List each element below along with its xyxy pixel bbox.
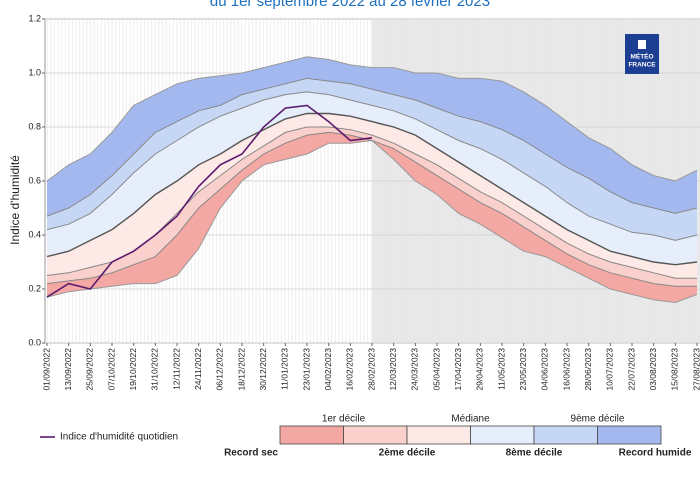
decile-line bbox=[46, 131, 697, 287]
y-axis-label: Indice d'humidité bbox=[8, 155, 22, 245]
x-tick-label: 30/12/2022 bbox=[258, 348, 268, 391]
x-tick-label: 16/02/2023 bbox=[345, 348, 355, 391]
y-tick-label: 0.6 bbox=[28, 175, 41, 185]
plot-area bbox=[44, 18, 700, 344]
logo: MÉTÉO FRANCE bbox=[625, 34, 659, 74]
legend-box bbox=[279, 425, 344, 445]
y-tick-label: 0.8 bbox=[28, 121, 41, 131]
decile-line bbox=[46, 56, 698, 182]
x-tick-label: 18/12/2022 bbox=[236, 348, 246, 391]
x-tick-label: 07/10/2022 bbox=[106, 348, 116, 391]
legend-label: Record humide bbox=[619, 448, 692, 459]
logo-icon bbox=[638, 40, 646, 49]
x-tick-label: 04/06/2023 bbox=[540, 348, 550, 391]
decile-line bbox=[46, 112, 698, 266]
x-tick-label: 19/10/2022 bbox=[128, 348, 138, 391]
legend-box bbox=[470, 425, 535, 445]
y-tick-label: 0.0 bbox=[28, 337, 41, 347]
daily-line bbox=[46, 104, 373, 298]
logo-text: FRANCE bbox=[628, 62, 656, 69]
legend-label: Record sec bbox=[224, 448, 278, 459]
band bbox=[47, 132, 697, 303]
band bbox=[47, 78, 697, 241]
legend-label: 2ème décile bbox=[379, 448, 436, 459]
x-tick-label: 27/08/2023 bbox=[691, 348, 700, 391]
x-tick-label: 22/07/2023 bbox=[626, 348, 636, 391]
legend-label: Médiane bbox=[451, 414, 490, 425]
x-tick-label: 11/05/2023 bbox=[496, 348, 506, 390]
legend-box bbox=[533, 425, 598, 445]
x-tick-label: 12/03/2023 bbox=[388, 348, 398, 391]
decile-line bbox=[46, 77, 698, 217]
x-tick-label: 23/01/2023 bbox=[301, 348, 311, 391]
band bbox=[47, 56, 697, 217]
decile-line bbox=[46, 91, 698, 241]
band bbox=[47, 127, 697, 287]
x-tick-label: 06/12/2022 bbox=[215, 348, 225, 391]
logo-text: MÉTÉO bbox=[630, 52, 653, 61]
chart-title: du 1er septembre 2022 au 28 février 2023 bbox=[210, 0, 490, 10]
legend-label: Indice d'humidité quotidien bbox=[60, 432, 178, 443]
x-tick-label: 28/02/2023 bbox=[366, 348, 376, 391]
x-tick-label: 03/08/2023 bbox=[648, 348, 658, 391]
y-tick-label: 1.2 bbox=[28, 13, 41, 23]
x-tick-label: 10/07/2023 bbox=[605, 348, 615, 391]
x-tick-label: 12/11/2022 bbox=[171, 348, 181, 390]
x-tick-label: 23/05/2023 bbox=[518, 348, 528, 391]
x-tick-label: 24/11/2022 bbox=[193, 348, 203, 390]
legend-box bbox=[343, 425, 408, 445]
x-tick-label: 15/08/2023 bbox=[670, 348, 680, 391]
x-tick-label: 04/02/2023 bbox=[323, 348, 333, 391]
x-tick-label: 16/06/2023 bbox=[561, 348, 571, 391]
legend-box bbox=[406, 425, 471, 445]
band bbox=[47, 91, 697, 265]
x-tick-label: 28/06/2023 bbox=[583, 348, 593, 391]
x-tick-label: 11/01/2023 bbox=[280, 348, 290, 390]
x-tick-label: 31/10/2022 bbox=[150, 348, 160, 391]
x-tick-label: 01/09/2022 bbox=[41, 348, 51, 391]
y-tick-label: 0.2 bbox=[28, 283, 41, 293]
x-tick-label: 24/03/2023 bbox=[410, 348, 420, 391]
x-tick-label: 25/09/2022 bbox=[85, 348, 95, 391]
legend-label: 1er décile bbox=[322, 414, 366, 425]
legend-box bbox=[597, 425, 662, 445]
x-tick-label: 13/09/2022 bbox=[63, 348, 73, 391]
legend-label: 8ème décile bbox=[506, 448, 563, 459]
legend-label: 9ème décile bbox=[571, 414, 625, 425]
x-tick-label: 29/04/2023 bbox=[475, 348, 485, 391]
x-tick-label: 17/04/2023 bbox=[453, 348, 463, 391]
y-tick-label: 0.4 bbox=[28, 229, 41, 239]
y-tick-label: 1.0 bbox=[28, 67, 41, 77]
x-tick-label: 05/04/2023 bbox=[431, 348, 441, 391]
